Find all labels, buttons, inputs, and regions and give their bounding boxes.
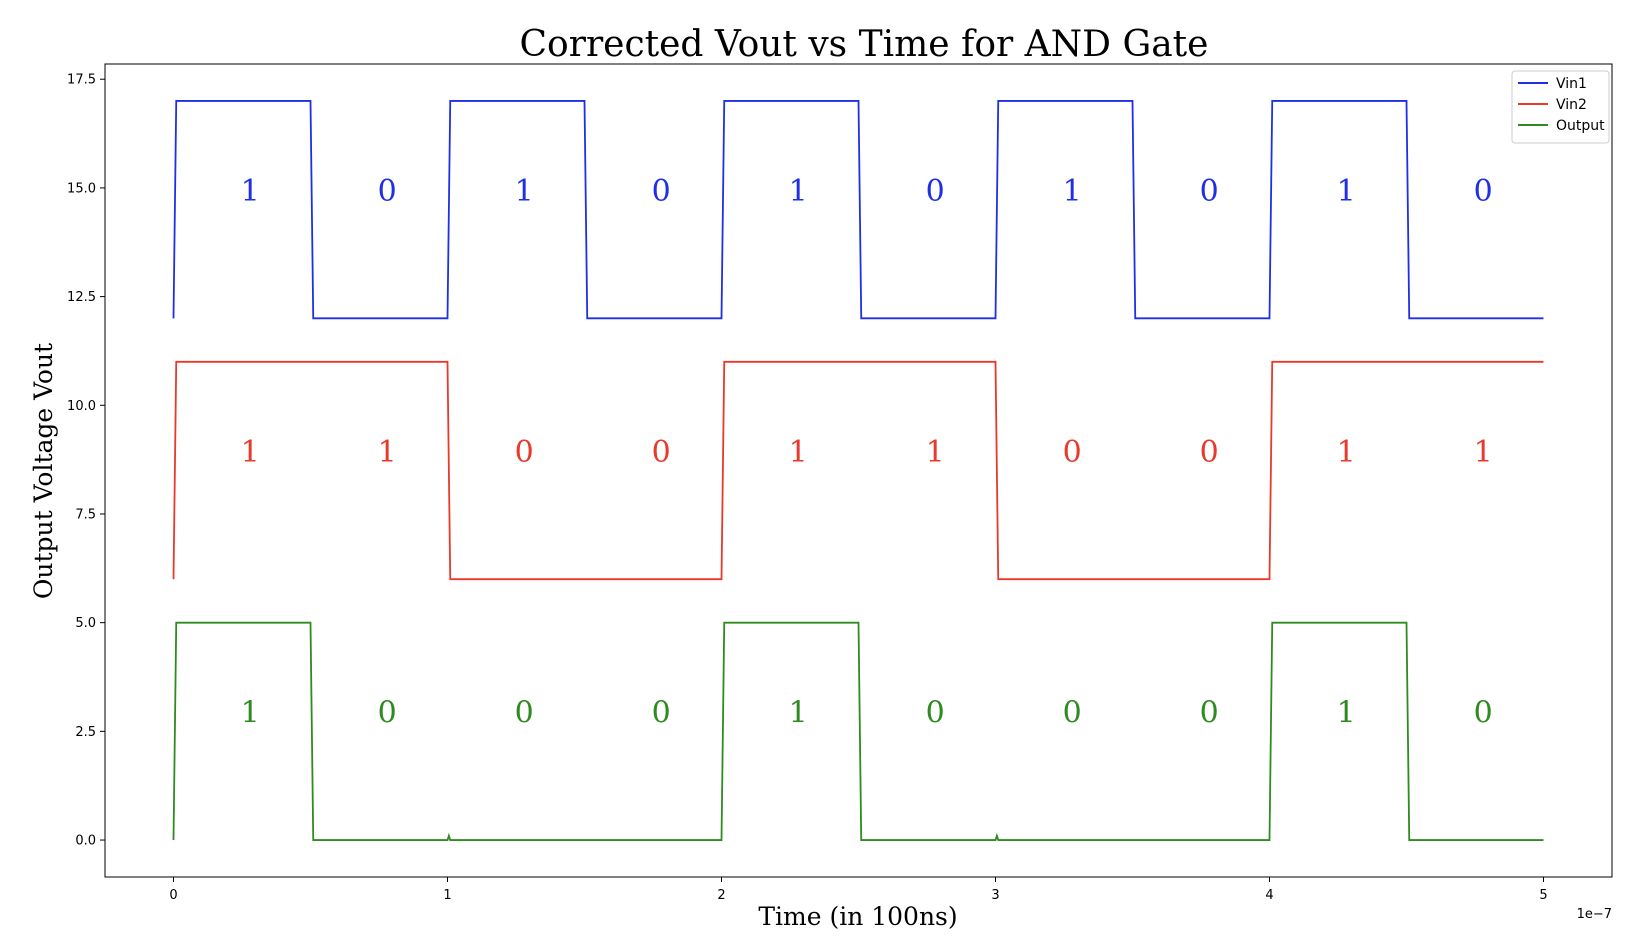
x-axis-label: Time (in 100ns) bbox=[758, 902, 957, 931]
chart-title: Corrected Vout vs Time for AND Gate bbox=[520, 24, 1209, 65]
y-tick-label: 17.5 bbox=[67, 73, 96, 88]
y-tick-label: 5.0 bbox=[75, 616, 96, 631]
bit-annotation: 0 bbox=[652, 174, 671, 209]
bit-annotation: 1 bbox=[378, 435, 397, 470]
bit-annotation: 0 bbox=[1474, 696, 1493, 731]
bit-annotation: 0 bbox=[1200, 435, 1219, 470]
plot-area-frame bbox=[104, 63, 1613, 878]
y-tick-label: 7.5 bbox=[75, 507, 96, 522]
bit-annotation: 1 bbox=[1337, 696, 1356, 731]
bit-annotation: 0 bbox=[926, 174, 945, 209]
y-axis-label: Output Voltage Vout bbox=[29, 343, 58, 599]
x-tick-label: 3 bbox=[991, 888, 999, 903]
bit-annotation: 0 bbox=[1063, 435, 1082, 470]
bit-annotation: 1 bbox=[515, 174, 534, 209]
y-tick-label: 0.0 bbox=[75, 834, 96, 849]
bit-annotation: 1 bbox=[1474, 435, 1493, 470]
bit-annotation: 0 bbox=[1063, 696, 1082, 731]
bit-annotation: 1 bbox=[1063, 174, 1082, 209]
legend-label-vin1: Vin1 bbox=[1556, 76, 1587, 92]
axes: 0 1 2 3 4 5 0.0 2.5 5.0 7.5 10.0 12.5 15.0 17.5 bbox=[67, 73, 1548, 903]
x-tick-label: 0 bbox=[169, 888, 177, 903]
bit-annotation: 1 bbox=[241, 435, 260, 470]
bit-annotation: 1 bbox=[789, 174, 808, 209]
x-tick-label: 5 bbox=[1539, 888, 1547, 903]
bit-annotation: 0 bbox=[652, 696, 671, 731]
x-axis-offset-label: 1e−7 bbox=[1577, 907, 1612, 922]
series-line-output bbox=[172, 621, 1544, 841]
x-tick-label: 4 bbox=[1265, 888, 1273, 903]
y-tick-label: 2.5 bbox=[75, 725, 96, 740]
bit-annotation: 1 bbox=[926, 435, 945, 470]
series-line-vin1 bbox=[172, 100, 1544, 320]
bit-annotation: 0 bbox=[515, 696, 534, 731]
bit-annotation: 1 bbox=[241, 696, 260, 731]
bit-annotation: 0 bbox=[515, 435, 534, 470]
y-tick-label: 12.5 bbox=[67, 290, 96, 305]
bit-annotation: 1 bbox=[1337, 435, 1356, 470]
bit-annotation: 0 bbox=[1200, 696, 1219, 731]
bit-annotation: 1 bbox=[1337, 174, 1356, 209]
legend-label-vin2: Vin2 bbox=[1556, 97, 1587, 113]
x-tick-label: 2 bbox=[717, 888, 725, 903]
bit-annotation: 0 bbox=[1474, 174, 1493, 209]
legend-label-output: Output bbox=[1556, 118, 1605, 134]
y-tick-label: 10.0 bbox=[67, 399, 96, 414]
bit-annotation: 1 bbox=[789, 435, 808, 470]
plot-content: 1 0 1 0 1 0 1 0 1 0 1 1 0 0 1 1 0 0 1 1 1 0 0 0 1 0 0 0 1 0 bbox=[172, 100, 1544, 841]
bit-annotation: 0 bbox=[652, 435, 671, 470]
series-line-vin2 bbox=[172, 360, 1544, 581]
x-tick-label: 1 bbox=[443, 888, 451, 903]
bit-annotation: 0 bbox=[926, 696, 945, 731]
y-tick-label: 15.0 bbox=[67, 181, 96, 196]
legend: Vin1 Vin2 Output bbox=[1511, 70, 1610, 144]
bit-annotation: 0 bbox=[378, 696, 397, 731]
bit-annotation: 0 bbox=[378, 174, 397, 209]
bit-annotation: 0 bbox=[1200, 174, 1219, 209]
bit-annotation: 1 bbox=[241, 174, 260, 209]
bit-annotation: 1 bbox=[789, 696, 808, 731]
